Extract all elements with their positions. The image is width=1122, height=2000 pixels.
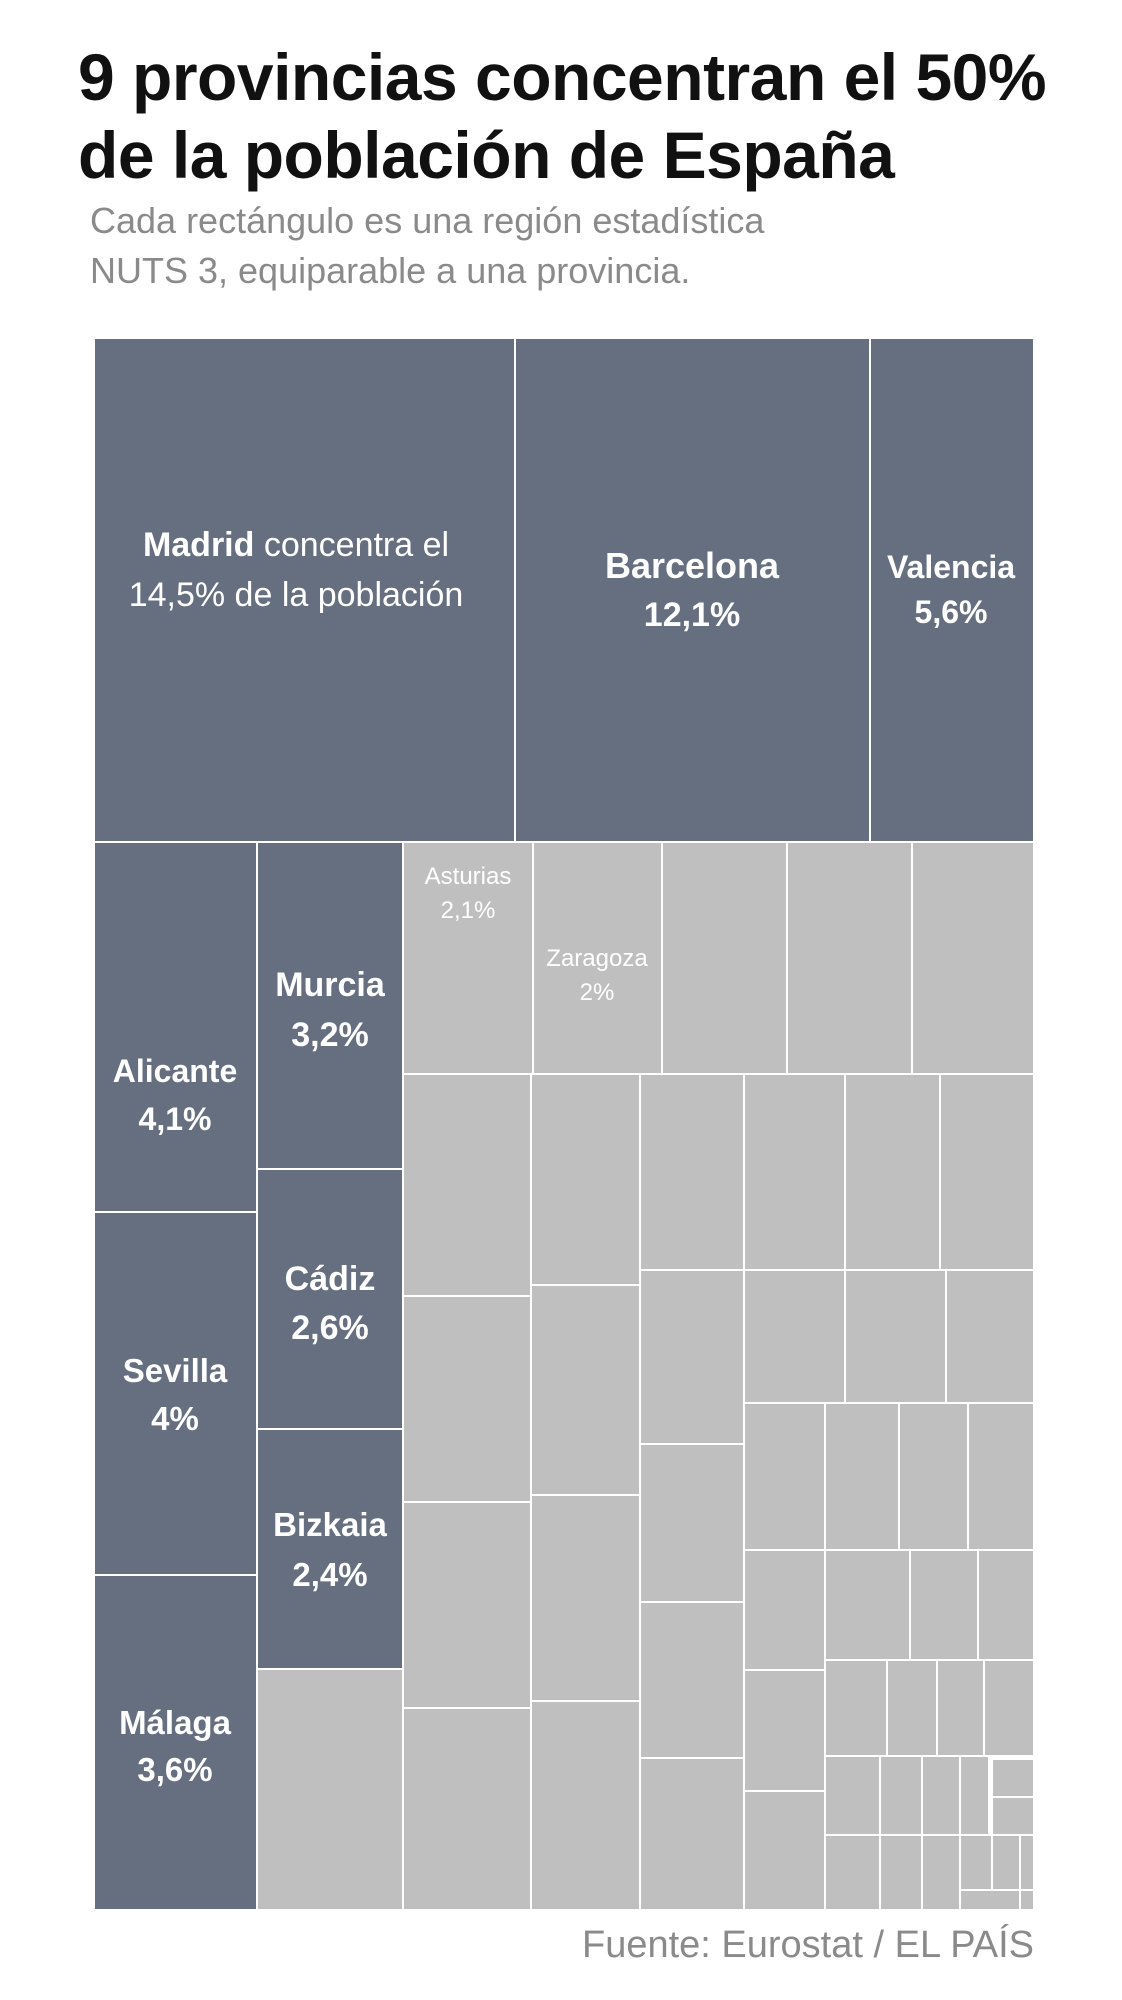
tile-region-unlabeled: [921, 1755, 961, 1836]
tile-region-unlabeled: [911, 841, 1034, 1075]
tile-region-unlabeled: [639, 1757, 745, 1910]
tile-value-alicante: 4,1%: [139, 1101, 212, 1137]
tile-region-unlabeled: [879, 1834, 923, 1910]
tile-murcia: [256, 841, 404, 1170]
tile-region-unlabeled: [1019, 1834, 1034, 1891]
tile-region-unlabeled: [743, 1269, 846, 1404]
tile-asturias: [402, 841, 534, 1075]
tile-region-unlabeled: [945, 1269, 1034, 1404]
tile-zaragoza: [532, 841, 663, 1075]
tile-value-valencia: 5,6%: [915, 594, 988, 630]
tile-region-unlabeled: [1019, 1889, 1034, 1910]
tile-region-unlabeled: [967, 1402, 1034, 1551]
chart-subtitle-line-1: Cada rectángulo es una región estadístic…: [90, 200, 765, 241]
tile-value-murcia: 3,2%: [291, 1016, 369, 1054]
tile-label-bizkaia: Bizkaia: [273, 1506, 387, 1543]
tile-label-cadiz: Cádiz: [285, 1260, 376, 1298]
tile-region-unlabeled: [879, 1755, 923, 1836]
tile-region-unlabeled: [661, 841, 788, 1075]
tile-region-unlabeled: [639, 1073, 745, 1271]
tile-region-unlabeled: [921, 1834, 961, 1910]
tile-region-unlabeled: [530, 1700, 641, 1910]
tile-madrid: [94, 338, 516, 843]
tile-bizkaia: [256, 1428, 404, 1670]
tile-region-unlabeled: [743, 1790, 826, 1910]
tile-region-unlabeled: [886, 1659, 938, 1757]
tile-region-unlabeled: [256, 1668, 404, 1910]
tile-label-murcia: Murcia: [275, 966, 386, 1004]
tile-region-unlabeled: [977, 1549, 1034, 1671]
tile-region-unlabeled: [530, 1284, 641, 1496]
tile-region-unlabeled: [639, 1601, 745, 1759]
tile-region-unlabeled: [959, 1889, 1021, 1910]
tile-cadiz: [256, 1168, 404, 1430]
tile-region-unlabeled: [639, 1269, 745, 1445]
tile-region-unlabeled: [991, 1796, 1034, 1836]
chart-subtitle: Cada rectángulo es una región estadístic…: [90, 196, 990, 296]
tile-region-unlabeled: [743, 1549, 826, 1671]
tile-label-zaragoza: Zaragoza: [546, 945, 648, 972]
tile-valencia: [869, 338, 1034, 843]
tile-malaga: [94, 1574, 258, 1910]
tile-region-unlabeled: [824, 1549, 911, 1671]
tile-label-barcelona: Barcelona: [605, 545, 780, 586]
tile-region-unlabeled: [530, 1494, 641, 1702]
tile-region-unlabeled: [743, 1073, 846, 1271]
tile-label-madrid-name: Madrid: [143, 526, 254, 564]
tile-value-sevilla: 4%: [151, 1400, 199, 1437]
tile-region-unlabeled: [530, 1073, 641, 1286]
chart-subtitle-line-2: NUTS 3, equiparable a una provincia.: [90, 250, 691, 291]
tile-value-bizkaia: 2,4%: [292, 1556, 367, 1593]
tile-region-unlabeled: [824, 1755, 881, 1836]
tile-value-cadiz: 2,6%: [291, 1309, 369, 1347]
tile-region-unlabeled: [844, 1269, 947, 1404]
tile-region-unlabeled: [991, 1758, 1034, 1798]
tile-value-zaragoza: 2%: [580, 979, 615, 1006]
tile-region-unlabeled: [844, 1073, 941, 1271]
tile-value-asturias: 2,1%: [441, 897, 496, 924]
tile-label-malaga: Málaga: [119, 1704, 232, 1741]
chart-title: 9 provincias concentran el 50% de la pob…: [78, 38, 1078, 194]
tile-alicante: [94, 841, 258, 1213]
tile-label-valencia: Valencia: [887, 549, 1015, 585]
tile-region-unlabeled: [639, 1443, 745, 1603]
tile-region-unlabeled: [936, 1659, 985, 1757]
tile-label-alicante: Alicante: [113, 1053, 237, 1089]
tile-region-unlabeled: [824, 1834, 881, 1910]
tile-region-unlabeled: [402, 1073, 532, 1297]
tile-label-madrid-text: concentra el: [254, 526, 449, 564]
tile-label-sevilla: Sevilla: [123, 1352, 228, 1389]
tile-region-unlabeled: [959, 1755, 990, 1836]
tile-region-unlabeled: [939, 1073, 1034, 1271]
tile-region-unlabeled: [991, 1834, 1021, 1891]
tile-value-barcelona: 12,1%: [644, 596, 740, 634]
source-note: Fuente: Eurostat / EL PAÍS: [581, 1924, 1034, 1966]
tile-region-unlabeled: [824, 1659, 888, 1757]
tile-sevilla: [94, 1211, 258, 1576]
treemap-chart: Madrid concentra el 14,5% de la población…: [94, 338, 1034, 1910]
tile-region-unlabeled: [402, 1707, 532, 1910]
tile-label-asturias: Asturias: [425, 863, 512, 890]
tile-region-unlabeled: [909, 1549, 979, 1671]
tile-region-unlabeled: [824, 1402, 900, 1551]
tile-barcelona: [514, 338, 871, 843]
tile-region-unlabeled: [786, 841, 913, 1075]
tile-region-unlabeled: [402, 1295, 532, 1503]
tile-region-unlabeled: [983, 1659, 1034, 1757]
chart-title-line-2: de la población de España: [78, 118, 895, 192]
tile-value-madrid: 14,5% de la población: [129, 576, 464, 614]
tile-region-unlabeled: [743, 1669, 826, 1792]
tile-region-unlabeled: [898, 1402, 969, 1551]
tile-value-malaga: 3,6%: [137, 1751, 212, 1788]
tile-region-unlabeled: [743, 1402, 826, 1551]
tile-label-madrid: Madrid concentra el: [143, 526, 449, 564]
chart-title-line-1: 9 provincias concentran el 50%: [78, 40, 1047, 114]
tile-region-unlabeled: [959, 1834, 993, 1891]
tile-region-unlabeled: [402, 1501, 532, 1709]
